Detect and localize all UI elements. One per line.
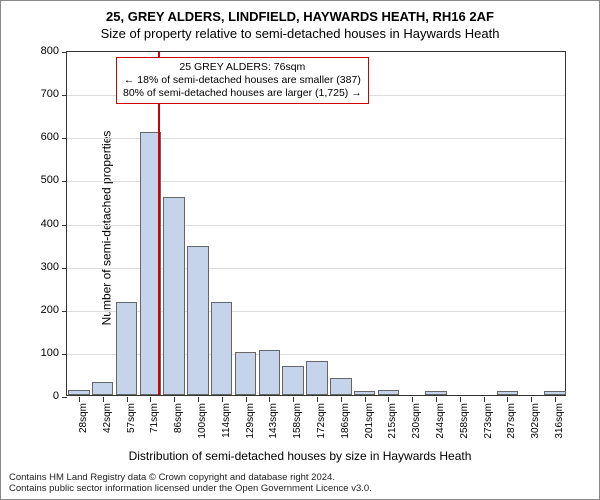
histogram-bar: [282, 366, 303, 395]
x-tick-label: 258sqm: [459, 403, 470, 453]
x-tick-label: 42sqm: [102, 403, 113, 453]
x-tick-label: 71sqm: [149, 403, 160, 453]
histogram-bar: [354, 391, 375, 395]
histogram-bar: [497, 391, 518, 395]
x-tick-label: 172sqm: [316, 403, 327, 453]
x-tick-label: 273sqm: [483, 403, 494, 453]
annotation-line3: 80% of semi-detached houses are larger (…: [123, 87, 362, 100]
histogram-bar: [259, 350, 280, 395]
y-tick-label: 400: [19, 218, 59, 230]
annotation-line2: ← 18% of semi-detached houses are smalle…: [123, 74, 362, 87]
histogram-bar: [92, 382, 113, 395]
histogram-bar: [68, 390, 89, 395]
histogram-bar: [330, 378, 351, 395]
x-axis-label: Distribution of semi-detached houses by …: [1, 449, 599, 463]
y-tick-label: 600: [19, 131, 59, 143]
x-tick-label: 114sqm: [221, 403, 232, 453]
x-tick-label: 143sqm: [268, 403, 279, 453]
y-tick-label: 300: [19, 261, 59, 273]
x-tick-label: 100sqm: [197, 403, 208, 453]
x-tick-label: 316sqm: [554, 403, 565, 453]
y-tick-label: 0: [19, 390, 59, 402]
histogram-bar: [211, 302, 232, 395]
x-tick-label: 129sqm: [245, 403, 256, 453]
annotation-line1: 25 GREY ALDERS: 76sqm: [123, 61, 362, 74]
y-tick-label: 200: [19, 304, 59, 316]
histogram-bar: [235, 352, 256, 395]
x-tick-label: 86sqm: [173, 403, 184, 453]
histogram-bar: [425, 391, 446, 395]
histogram-bar: [306, 361, 327, 396]
x-tick-label: 287sqm: [506, 403, 517, 453]
y-tick-label: 700: [19, 88, 59, 100]
x-tick-label: 302sqm: [530, 403, 541, 453]
histogram-bar: [116, 302, 137, 395]
x-tick-label: 230sqm: [411, 403, 422, 453]
x-tick-label: 186sqm: [340, 403, 351, 453]
histogram-bar: [163, 197, 184, 395]
x-tick-label: 244sqm: [435, 403, 446, 453]
y-tick-label: 500: [19, 174, 59, 186]
x-tick-label: 28sqm: [78, 403, 89, 453]
footer-line2: Contains public sector information licen…: [9, 484, 372, 495]
x-tick-label: 201sqm: [364, 403, 375, 453]
x-tick-label: 158sqm: [292, 403, 303, 453]
chart-subtitle: Size of property relative to semi-detach…: [1, 24, 599, 41]
x-tick-label: 215sqm: [387, 403, 398, 453]
footer-attribution: Contains HM Land Registry data © Crown c…: [9, 473, 372, 495]
y-tick-label: 800: [19, 45, 59, 57]
histogram-bar: [378, 390, 399, 395]
chart-container: 25, GREY ALDERS, LINDFIELD, HAYWARDS HEA…: [0, 0, 600, 500]
annotation-box: 25 GREY ALDERS: 76sqm ← 18% of semi-deta…: [116, 57, 369, 104]
x-tick-label: 57sqm: [126, 403, 137, 453]
histogram-bar: [187, 246, 208, 395]
chart-title: 25, GREY ALDERS, LINDFIELD, HAYWARDS HEA…: [1, 1, 599, 24]
y-tick-label: 100: [19, 347, 59, 359]
histogram-bar: [544, 391, 565, 395]
